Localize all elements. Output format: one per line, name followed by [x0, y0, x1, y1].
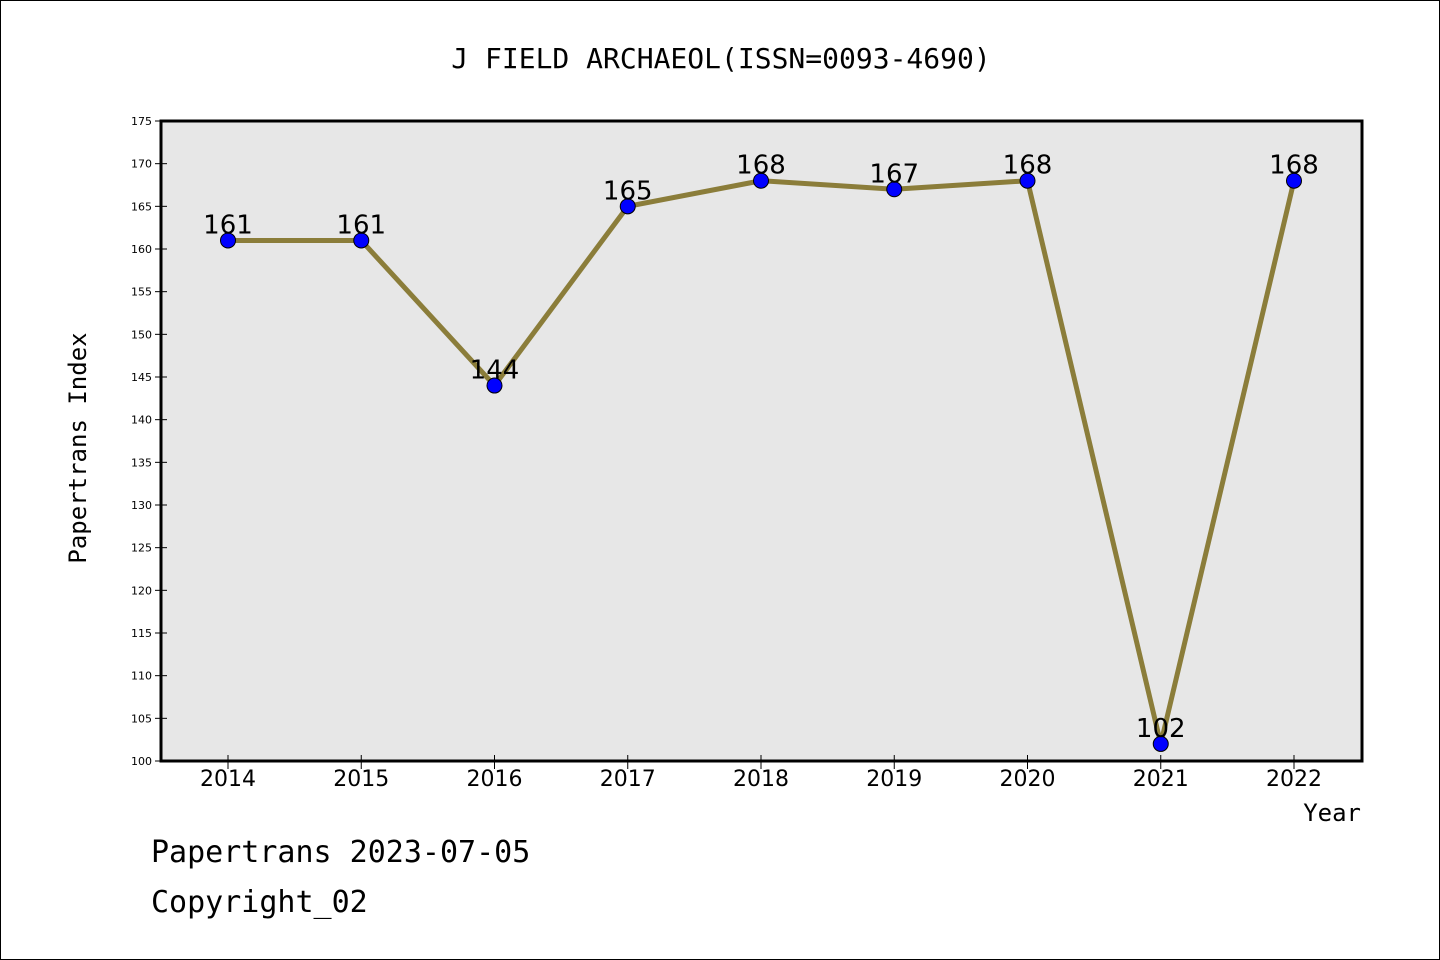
- y-tick-label: 165: [131, 200, 152, 213]
- data-label: 165: [603, 176, 653, 206]
- data-point: [486, 377, 503, 394]
- y-tick-label: 155: [131, 286, 152, 299]
- data-label: 161: [336, 210, 386, 240]
- y-tick-label: 130: [131, 499, 152, 512]
- x-tick-label: 2022: [1266, 767, 1322, 792]
- y-tick-label: 150: [131, 328, 152, 341]
- data-label: 168: [1003, 151, 1053, 181]
- x-tick-label: 2020: [1000, 767, 1056, 792]
- data-label: 168: [736, 151, 786, 181]
- y-tick-label: 175: [131, 115, 152, 128]
- data-point: [220, 232, 236, 249]
- data-point: [886, 181, 903, 198]
- x-tick-label: 2016: [467, 767, 523, 792]
- footer-copyright: Copyright_02: [151, 885, 368, 920]
- plot-background: [161, 121, 1362, 761]
- x-tick-label: 2018: [733, 767, 789, 792]
- y-tick-label: 145: [131, 371, 152, 384]
- data-label: 161: [203, 210, 253, 240]
- x-tick-label: 2017: [600, 767, 656, 792]
- data-label: 102: [1136, 714, 1186, 744]
- footer-date: Papertrans 2023-07-05: [151, 835, 531, 870]
- y-tick-label: 170: [131, 158, 152, 171]
- data-point: [353, 232, 370, 249]
- data-point: [619, 198, 636, 215]
- y-tick-label: 135: [131, 456, 152, 469]
- x-axis-label: Year: [1303, 799, 1361, 827]
- y-tick-label: 115: [131, 627, 152, 640]
- data-point: [1286, 172, 1302, 189]
- data-point: [1019, 172, 1036, 189]
- x-tick-label: 2021: [1133, 767, 1189, 792]
- plot-border: [159, 119, 1364, 763]
- data-label: 167: [869, 159, 919, 189]
- data-point: [1152, 735, 1169, 752]
- plot-area: 100 105 110 115 120 125 130 135 140 145 150 155 160 1…: [131, 115, 1364, 792]
- data-point: [753, 172, 769, 189]
- x-tick-label: 2015: [333, 767, 389, 792]
- y-tick-label: 120: [131, 584, 152, 597]
- data-label: 168: [1269, 151, 1319, 181]
- x-tick-label: 2014: [200, 767, 256, 792]
- data-label: 144: [470, 356, 520, 386]
- y-tick-label: 160: [131, 243, 152, 256]
- y-tick-label: 140: [131, 414, 152, 427]
- y-tick-label: 110: [131, 670, 152, 683]
- y-tick-label: 100: [131, 755, 152, 768]
- y-tick-label: 125: [131, 542, 152, 555]
- x-tick-label: 2019: [866, 767, 922, 792]
- y-tick-label: 105: [131, 712, 152, 725]
- y-axis-label: Papertrans Index: [64, 332, 92, 563]
- chart-title: J FIELD ARCHAEOL(ISSN=0093-4690): [451, 42, 990, 75]
